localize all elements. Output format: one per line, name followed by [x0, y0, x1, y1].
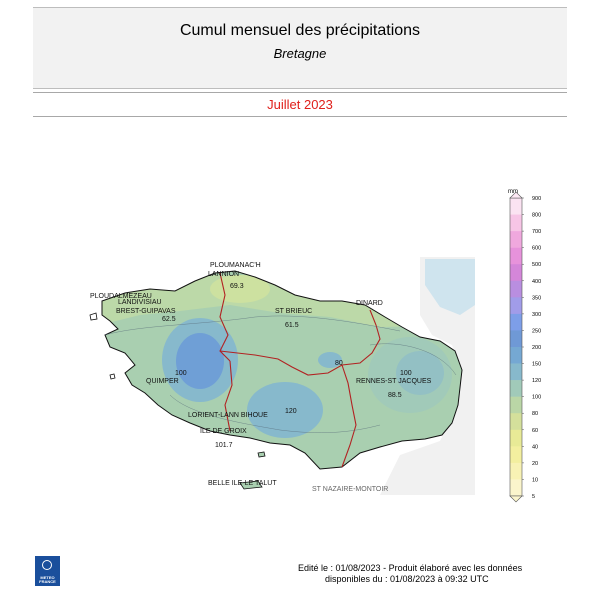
- island-sein: [109, 373, 116, 380]
- footer-line-1: Edité le : 01/08/2023 - Produit élaboré …: [298, 563, 523, 573]
- border-finistere-morbihan: [224, 360, 233, 432]
- island-groix: [257, 451, 266, 458]
- colorbar-tick-label: 500: [532, 262, 541, 268]
- colorbar-tick-label: 10: [532, 477, 538, 483]
- station-label: QUIMPER: [146, 378, 179, 385]
- colorbar-cell: [510, 214, 522, 232]
- colorbar-tick-label: 700: [532, 229, 541, 235]
- station-value: 61.5: [285, 322, 299, 329]
- footer-note: Edité le : 01/08/2023 - Produit élaboré …: [298, 563, 522, 585]
- colorbar-ticks: 900 800 700 600 500 400 350 300 250 200 150 120 100 8…: [522, 196, 541, 500]
- divider-top: [33, 92, 567, 93]
- neighbour-region: [380, 257, 475, 495]
- coastline: [101, 270, 463, 470]
- contour-label: 100: [175, 370, 187, 377]
- zone-150mm: [176, 333, 224, 389]
- colorbar-cells: [509, 191, 523, 503]
- neighbour-shade: [425, 259, 475, 315]
- station-value: 69.3: [230, 283, 244, 290]
- colorbar-cell: [510, 462, 522, 480]
- region-subtitle: Bretagne: [273, 46, 327, 61]
- page-title: Cumul mensuel des précipitations: [179, 22, 421, 39]
- colorbar-cell: [510, 247, 522, 265]
- contour-label: 100: [400, 370, 412, 377]
- station-value: 62.5: [162, 316, 176, 323]
- zone-120mm-center: [318, 352, 342, 368]
- colorbar-cell: [510, 264, 522, 282]
- border-finistere-cotes: [219, 272, 231, 362]
- colorbar-cell: [510, 396, 522, 414]
- colorbar-cell: [510, 297, 522, 315]
- colorbar-top-arrow: [509, 191, 523, 199]
- station-label: LANNION: [208, 271, 239, 278]
- period-label: Juillet 2023: [267, 97, 333, 112]
- station-label: BELLE ILE-LE TALUT: [208, 480, 277, 487]
- island-ouessant: [89, 312, 98, 321]
- contour-line-3: [369, 343, 457, 376]
- colorbar-tick-label: 5: [532, 494, 535, 500]
- station-value: 88.5: [388, 392, 402, 399]
- station-label: PLOUDALMEZEAU: [90, 293, 152, 300]
- colorbar-tick-label: 80: [532, 411, 538, 417]
- station-label: ILE DE GROIX: [200, 428, 247, 435]
- zone-120mm-south: [247, 382, 323, 438]
- colorbar-tick-label: 900: [532, 196, 541, 202]
- colorbar-cell: [510, 231, 522, 248]
- colorbar-tick-label: 250: [532, 328, 541, 334]
- colorbar-tick-label: 350: [532, 295, 541, 301]
- colorbar-unit: mm: [508, 189, 518, 195]
- border-morbihan-ille: [341, 364, 357, 468]
- colorbar-tick-label: 200: [532, 345, 541, 351]
- contour-line-1: [104, 315, 401, 336]
- contour-label: 80: [335, 360, 343, 367]
- colorbar-tick-label: 150: [532, 362, 541, 368]
- station-label: ST NAZAIRE-MONTOIR: [312, 486, 388, 493]
- station-label: ST BRIEUC: [275, 308, 312, 315]
- colorbar-tick-label: 60: [532, 428, 538, 434]
- island-belle-ile: [239, 480, 263, 490]
- colorbar-cell: [510, 280, 522, 298]
- colorbar-tick-label: 20: [532, 461, 538, 467]
- colorbar-legend: mm 900 800 700 600 500 400 350 300 250 200 150 120 1…: [508, 189, 541, 503]
- colorbar-cell: [510, 479, 522, 497]
- station-label: BREST-GUIPAVAS: [116, 308, 176, 315]
- colorbar-cell: [510, 330, 522, 348]
- colorbar-bottom-arrow: [509, 495, 523, 503]
- contour-line-2: [169, 394, 381, 433]
- station-label: LANDIVISIAU: [118, 299, 162, 306]
- station-value: 101.7: [215, 442, 233, 449]
- colorbar-tick-label: 120: [532, 378, 541, 384]
- precipitation-map: 100 120 80 100 PLOUMANAC'H LANNION 69.3 …: [80, 255, 475, 495]
- colorbar-cell: [510, 413, 522, 431]
- zone-110mm-east: [396, 351, 444, 395]
- footer-line-2: disponibles du : 01/08/2023 à 09:32 UTC: [325, 574, 489, 584]
- station-label: LORIENT-LANN BIHOUE: [188, 412, 268, 419]
- colorbar-tick-label: 300: [532, 312, 541, 318]
- colorbar-cell: [510, 429, 522, 447]
- meteo-france-logo: METEO FRANCE: [35, 556, 60, 586]
- station-label: PLOUMANAC'H: [210, 262, 261, 269]
- divider-bottom: [33, 116, 567, 117]
- colorbar-cell: [510, 347, 522, 364]
- logo-text: METEO FRANCE: [39, 575, 56, 584]
- header-panel: Cumul mensuel des précipitations Bretagn…: [33, 7, 567, 89]
- station-label: DINARD: [356, 300, 383, 307]
- colorbar-cell: [510, 198, 522, 215]
- colorbar-cell: [510, 363, 522, 381]
- logo-mark-icon: [42, 560, 52, 570]
- colorbar-tick-label: 600: [532, 246, 541, 252]
- colorbar-tick-label: 100: [532, 395, 541, 401]
- colorbar-cell: [510, 380, 522, 397]
- colorbar-cell: [510, 313, 522, 331]
- colorbar-tick-label: 400: [532, 279, 541, 285]
- station-label: RENNES-ST JACQUES: [356, 378, 432, 385]
- colorbar-tick-label: 800: [532, 213, 541, 219]
- border-north-south: [219, 309, 381, 376]
- colorbar-tick-label: 40: [532, 444, 538, 450]
- contour-label: 120: [285, 408, 297, 415]
- colorbar-cell: [510, 446, 522, 464]
